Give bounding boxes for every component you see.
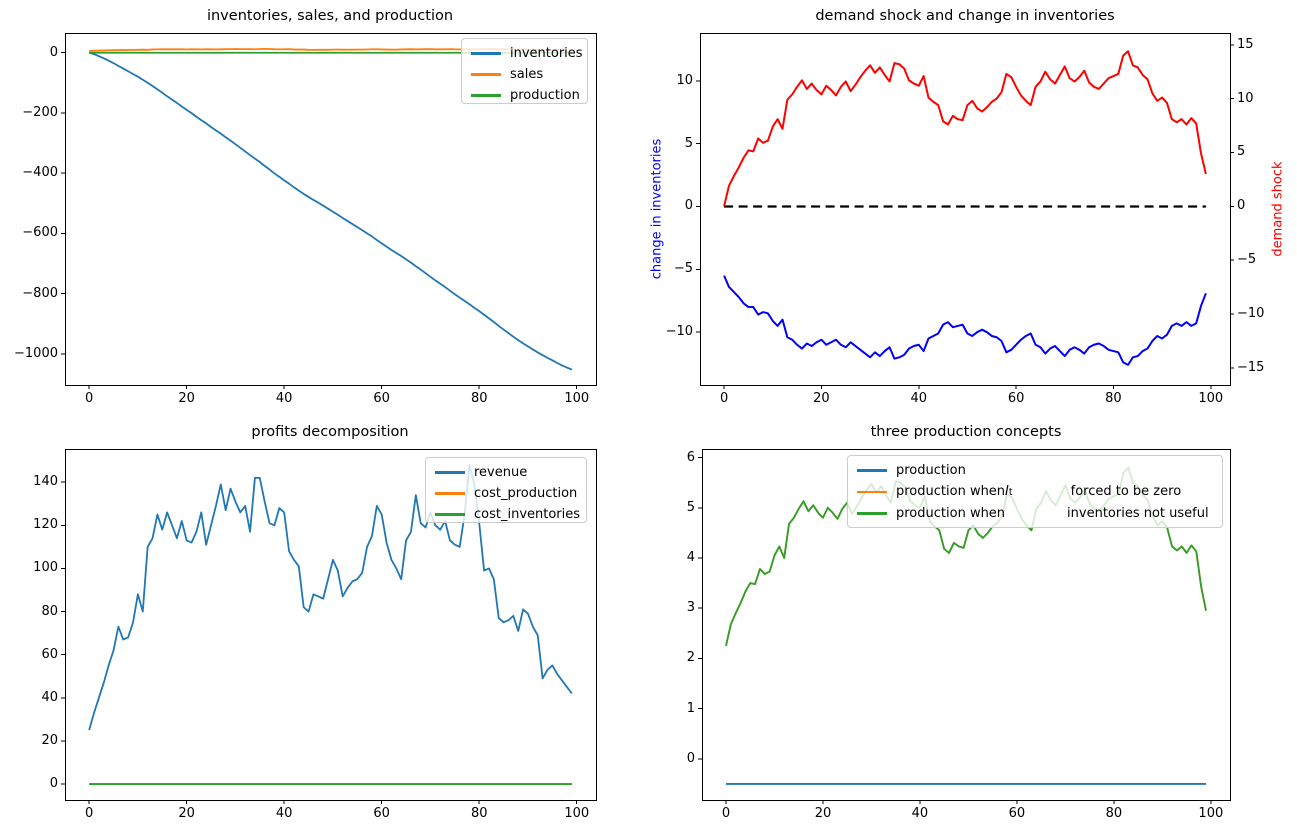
chart-group <box>61 449 597 804</box>
series-line-change-in-inventories <box>723 275 1207 366</box>
series-line-production-when-i-t-forced-to-be-zero <box>725 466 1207 647</box>
chart-group <box>61 33 597 389</box>
chart-group <box>696 33 1234 389</box>
axes-frame <box>65 449 597 801</box>
axes-frame <box>700 33 1231 386</box>
series-line-inventories <box>88 51 573 371</box>
axes-frame <box>702 449 1231 801</box>
series-line-production-when-inventories-not-useful <box>725 466 1207 647</box>
series-line-sales <box>89 48 572 52</box>
axes-frame <box>65 33 597 386</box>
series-line-revenue <box>88 464 573 731</box>
series-line-demand-shock <box>723 50 1207 207</box>
chart-group <box>698 449 1231 804</box>
